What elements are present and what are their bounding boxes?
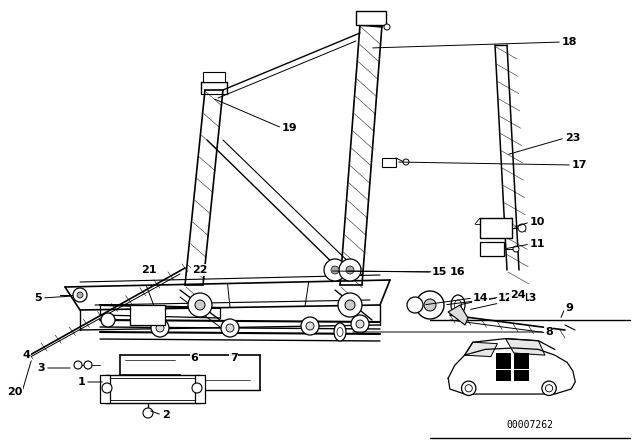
Circle shape (77, 292, 83, 298)
Text: 23: 23 (565, 133, 580, 143)
Bar (203, 72, 225, 82)
Polygon shape (506, 339, 545, 355)
Text: 4: 4 (22, 350, 30, 360)
Text: 20: 20 (6, 387, 22, 397)
Circle shape (403, 159, 409, 165)
Ellipse shape (334, 323, 346, 341)
Circle shape (301, 317, 319, 335)
Bar (100, 375, 110, 403)
Circle shape (345, 300, 355, 310)
Circle shape (226, 324, 234, 332)
Bar (105, 375, 200, 403)
Circle shape (102, 383, 112, 393)
Ellipse shape (454, 300, 461, 310)
Circle shape (356, 320, 364, 328)
Circle shape (545, 385, 553, 392)
Text: 5: 5 (35, 293, 42, 303)
Circle shape (384, 24, 390, 30)
Text: 19: 19 (282, 123, 298, 133)
Bar (514, 353, 529, 369)
Circle shape (339, 259, 361, 281)
Circle shape (407, 297, 423, 313)
Circle shape (84, 361, 92, 369)
Circle shape (346, 266, 354, 274)
Text: 3: 3 (37, 363, 45, 373)
Circle shape (306, 322, 314, 330)
Bar (496, 370, 511, 381)
Bar (514, 370, 529, 381)
Polygon shape (448, 305, 468, 325)
Text: 1: 1 (77, 377, 85, 387)
Text: 9: 9 (565, 303, 573, 313)
Text: 24: 24 (510, 290, 525, 300)
Circle shape (73, 288, 87, 302)
Bar (130, 305, 165, 325)
Circle shape (156, 324, 164, 332)
Text: 14: 14 (473, 293, 488, 303)
Text: 2: 2 (162, 410, 170, 420)
Text: 18: 18 (562, 37, 577, 47)
Circle shape (351, 315, 369, 333)
Bar (356, 11, 386, 25)
Circle shape (143, 408, 153, 418)
Circle shape (74, 361, 82, 369)
Circle shape (465, 385, 472, 392)
Bar (382, 158, 396, 167)
Circle shape (192, 383, 202, 393)
Text: 22: 22 (192, 265, 207, 275)
Text: 6: 6 (190, 353, 198, 363)
Bar (480, 242, 504, 256)
Ellipse shape (337, 327, 343, 336)
Bar (108, 378, 197, 400)
Circle shape (101, 313, 115, 327)
Circle shape (416, 291, 444, 319)
Text: 10: 10 (530, 217, 545, 227)
Circle shape (331, 266, 339, 274)
Text: 7: 7 (230, 353, 237, 363)
Bar (480, 218, 512, 238)
Text: 00007262: 00007262 (506, 420, 554, 430)
Text: 8: 8 (545, 327, 553, 337)
Circle shape (461, 381, 476, 396)
Ellipse shape (451, 295, 465, 315)
Circle shape (188, 293, 212, 317)
Bar (195, 375, 205, 403)
Text: 17: 17 (572, 160, 588, 170)
Circle shape (513, 246, 519, 252)
Circle shape (151, 319, 169, 337)
Circle shape (324, 259, 346, 281)
Circle shape (221, 319, 239, 337)
Text: 11: 11 (530, 239, 545, 249)
Circle shape (542, 381, 556, 396)
Text: 15: 15 (432, 267, 447, 277)
Circle shape (424, 299, 436, 311)
Circle shape (195, 300, 205, 310)
Polygon shape (465, 342, 497, 357)
Text: 16: 16 (450, 267, 466, 277)
Circle shape (518, 224, 526, 232)
Text: 12: 12 (498, 293, 513, 303)
Bar (496, 353, 511, 369)
Text: 13: 13 (522, 293, 538, 303)
Text: 21: 21 (141, 265, 157, 275)
Circle shape (338, 293, 362, 317)
